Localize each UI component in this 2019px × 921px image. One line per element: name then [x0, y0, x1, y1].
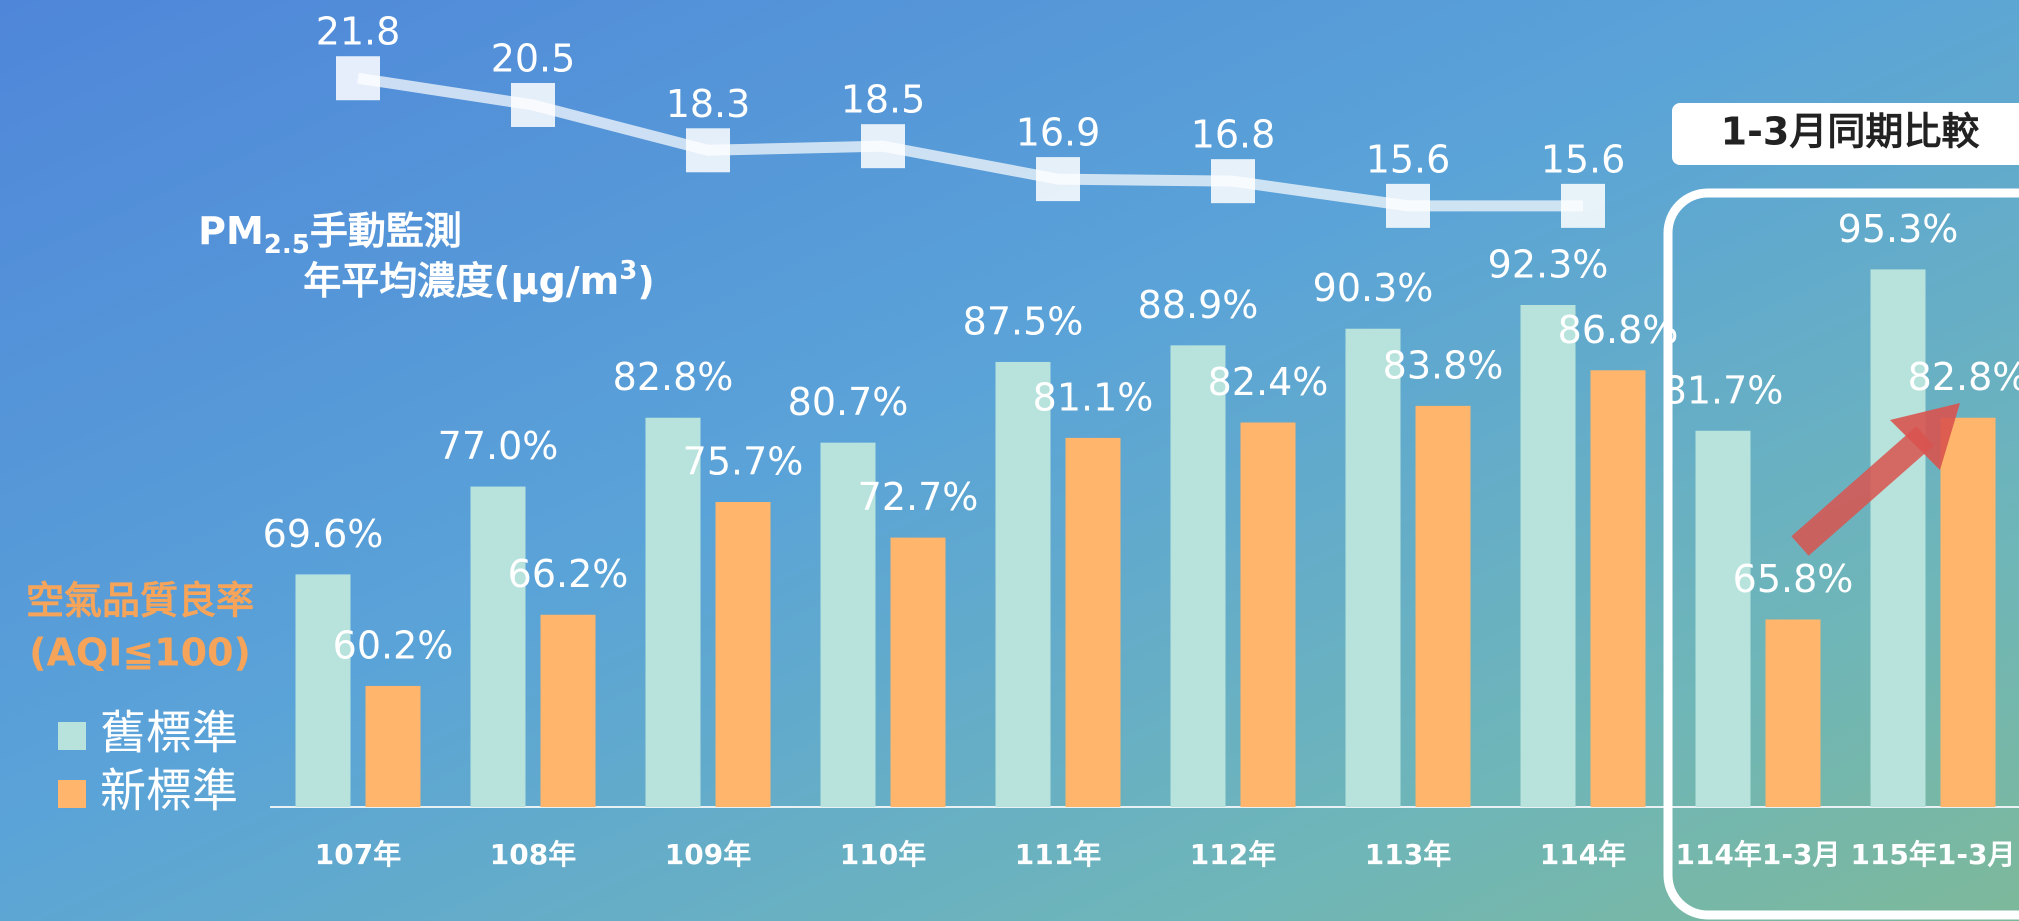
- bar: [995, 361, 1051, 807]
- bar: [1590, 370, 1646, 807]
- value-label: 15.6: [1541, 137, 1626, 181]
- value-label: 90.3%: [1313, 266, 1434, 310]
- line-marker: [1386, 183, 1430, 228]
- line-label-part: 手動監測: [310, 209, 462, 253]
- bar: [890, 537, 946, 807]
- bar: [540, 614, 596, 807]
- bar: [1870, 269, 1926, 807]
- line-marker: [1036, 157, 1080, 202]
- value-label: 72.7%: [858, 475, 979, 519]
- bar: [470, 486, 526, 807]
- value-label: 83.8%: [1383, 343, 1504, 387]
- bar: [1345, 328, 1401, 807]
- value-label: 82.4%: [1208, 360, 1329, 404]
- value-label: 88.9%: [1138, 283, 1259, 327]
- value-label: 75.7%: [683, 440, 804, 484]
- bar: [295, 574, 351, 807]
- value-label: 92.3%: [1488, 242, 1609, 286]
- legend-swatch: [58, 780, 86, 808]
- bar: [1520, 304, 1576, 807]
- bar: [1695, 430, 1751, 807]
- x-tick-label: 115年1-3月: [1850, 838, 2015, 871]
- line-series: 21.8 20.5 18.3 18.5 16.9 16.8 15.6 15.6: [316, 10, 1626, 228]
- value-label: 69.6%: [263, 512, 384, 556]
- value-label: 82.8%: [1908, 355, 2019, 399]
- line-marker: [686, 128, 730, 173]
- value-label: 66.2%: [508, 552, 629, 596]
- value-label: 21.8: [316, 10, 401, 54]
- value-label: 86.8%: [1558, 308, 1679, 352]
- x-tick-label: 109年: [665, 838, 751, 871]
- x-tick-label: 108年: [490, 838, 576, 871]
- value-label: 18.5: [841, 78, 926, 122]
- bar: [715, 502, 771, 807]
- bar: [1170, 345, 1226, 807]
- value-label: 16.8: [1191, 113, 1276, 157]
- line: [357, 72, 1583, 212]
- value-label: 81.7%: [1663, 368, 1784, 412]
- bar: [1940, 417, 1996, 807]
- bar: [1415, 405, 1471, 807]
- annotation-box: [1672, 103, 2019, 165]
- value-label: 95.3%: [1838, 207, 1959, 251]
- value-label: 87.5%: [963, 299, 1084, 343]
- value-label: 77.0%: [438, 424, 559, 468]
- line-label-part: 年平均濃度(μg/m: [303, 259, 619, 303]
- line-marker: [511, 82, 555, 127]
- value-label: 18.3: [666, 82, 751, 126]
- value-label: 65.8%: [1733, 557, 1854, 601]
- line-label-part: PM: [198, 209, 264, 253]
- line-marker: [1561, 183, 1605, 228]
- legend-title: 空氣品質良率: [26, 579, 254, 623]
- x-tick-label: 113年: [1365, 838, 1451, 871]
- line-label: PM2.5手動監測: [198, 209, 462, 260]
- trend-arrow: [1791, 403, 1960, 556]
- arrow-head: [1890, 403, 1960, 470]
- bar: [1765, 619, 1821, 807]
- legend-swatch: [58, 722, 86, 750]
- x-tick-label: 114年: [1540, 838, 1626, 871]
- legend-label: 舊標準: [100, 706, 238, 760]
- line-label-sup: 3: [619, 256, 637, 286]
- plot-area: 107年 108年 109年 110年 111年 112年 113年 114年 114年1-3月…: [263, 10, 2019, 871]
- bar: [645, 417, 701, 807]
- arrow-shaft: [1791, 426, 1934, 556]
- value-label: 15.6: [1366, 137, 1451, 181]
- value-label: 60.2%: [333, 623, 454, 667]
- value-label: 82.8%: [613, 355, 734, 399]
- line-marker: [1211, 159, 1255, 204]
- value-label: 20.5: [491, 36, 576, 80]
- annotation: 1-3月同期比較: [1721, 110, 1981, 154]
- x-tick-label: 114年1-3月: [1675, 838, 1840, 871]
- value-label: 80.7%: [788, 380, 909, 424]
- line-label-sub: 2.5: [264, 230, 310, 260]
- line-label: 年平均濃度(μg/m3): [303, 256, 654, 303]
- line-marker: [336, 56, 380, 101]
- x-tick-label: 110年: [840, 838, 926, 871]
- value-label: 16.9: [1016, 111, 1101, 155]
- legend-label: 新標準: [100, 764, 238, 818]
- line-label-part: ): [637, 259, 654, 303]
- bar: [365, 685, 421, 807]
- line-marker: [861, 124, 905, 169]
- x-tick-label: 112年: [1190, 838, 1276, 871]
- highlight-box: [1663, 188, 2019, 920]
- bar: [820, 442, 876, 807]
- bar: [1065, 437, 1121, 807]
- legend-title: (AQI≦100): [29, 631, 251, 675]
- value-label: 81.1%: [1033, 375, 1154, 419]
- x-tick-label: 107年: [315, 838, 401, 871]
- x-tick-label: 111年: [1015, 838, 1101, 871]
- bar: [1240, 422, 1296, 807]
